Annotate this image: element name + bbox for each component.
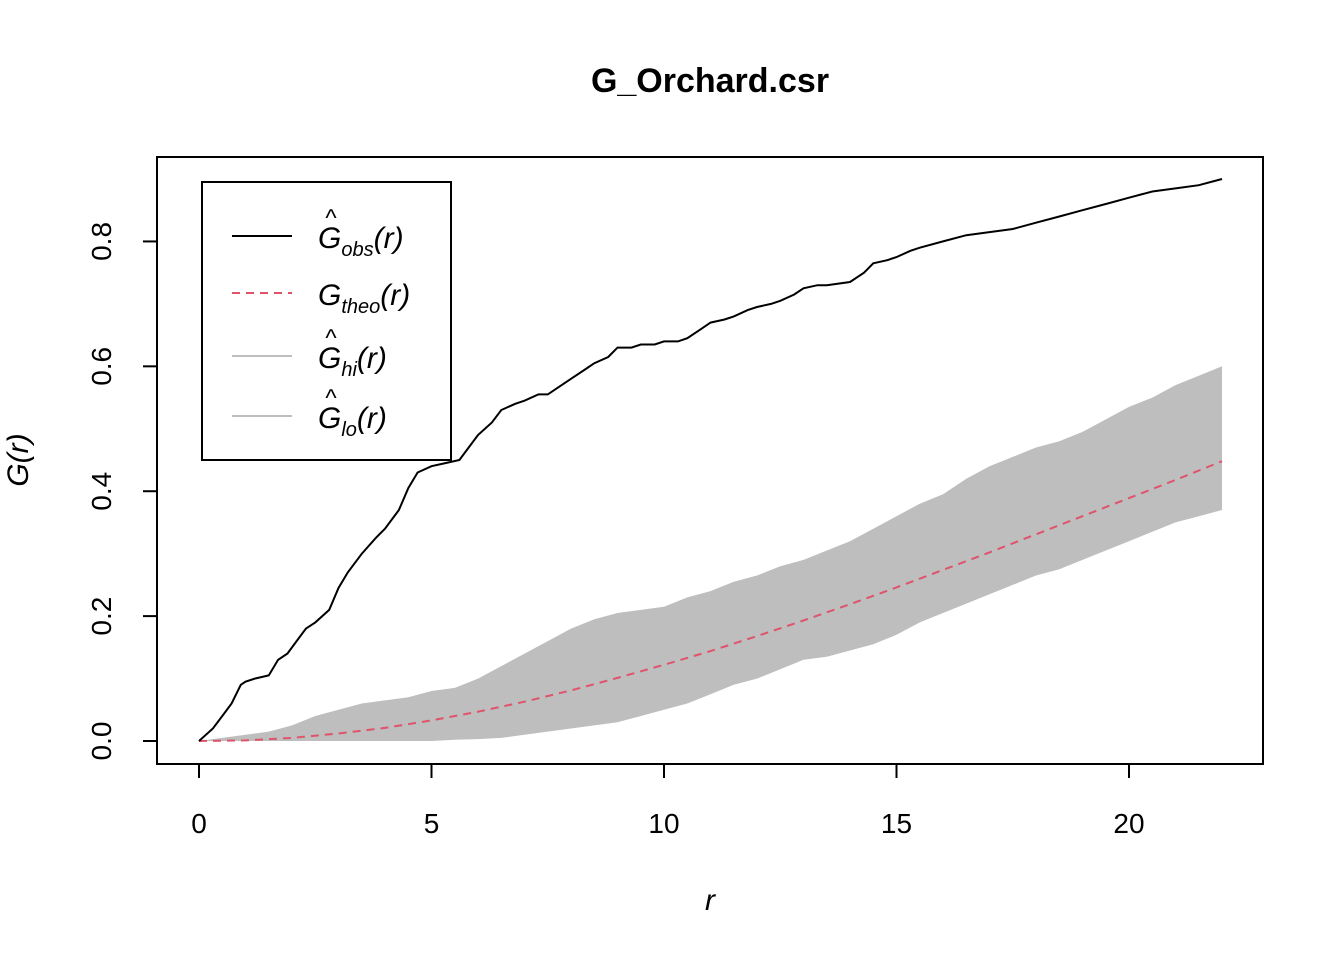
- legend: Gobs(r)^Gtheo(r)Ghi(r)^Glo(r)^: [201, 181, 452, 461]
- x-tick-label: 0: [191, 808, 207, 839]
- series-line-theo: [198, 460, 1223, 742]
- y-tick-label: 0.4: [86, 472, 117, 511]
- x-tick-label: 20: [1113, 808, 1144, 839]
- chart-title: G_Orchard.csr: [591, 62, 829, 100]
- y-axis-label: G(r): [2, 433, 35, 486]
- hat-accent-icon: ^: [325, 325, 337, 352]
- legend-label: Ghi(r): [318, 342, 387, 381]
- legend-entry-hi: Ghi(r)^: [232, 325, 387, 381]
- x-tick-label: 10: [648, 808, 679, 839]
- y-tick-label: 0.2: [86, 597, 117, 636]
- legend-label: Glo(r): [318, 402, 387, 441]
- x-tick-label: 15: [881, 808, 912, 839]
- series-layer: [198, 178, 1223, 742]
- hat-accent-icon: ^: [325, 385, 337, 412]
- x-tick-label: 5: [424, 808, 440, 839]
- y-tick-label: 0.0: [86, 722, 117, 761]
- x-axis: 0 5 10 15 20: [191, 763, 1145, 839]
- legend-entry-theo: Gtheo(r): [232, 279, 410, 318]
- y-axis: 0.0 0.2 0.4 0.6 0.8: [86, 222, 158, 761]
- series-line-obs: [198, 178, 1223, 742]
- legend-entry-lo: Glo(r)^: [232, 385, 387, 441]
- legend-box: [201, 181, 452, 461]
- envelope-layer: [199, 366, 1222, 741]
- envelope-band: [199, 366, 1222, 741]
- x-axis-label: r: [705, 884, 716, 917]
- y-tick-label: 0.6: [86, 347, 117, 386]
- y-tick-label: 0.8: [86, 222, 117, 261]
- legend-label: Gtheo(r): [318, 279, 410, 318]
- legend-entry-obs: Gobs(r)^: [232, 205, 404, 261]
- legend-label: Gobs(r): [318, 222, 404, 261]
- hat-accent-icon: ^: [325, 205, 337, 232]
